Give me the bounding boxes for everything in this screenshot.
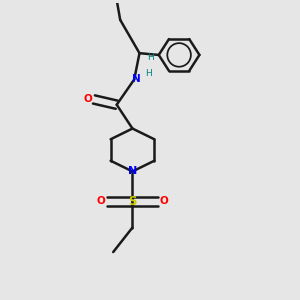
Text: H: H: [146, 69, 152, 78]
Text: O: O: [97, 196, 105, 206]
Text: N: N: [132, 74, 140, 85]
Text: O: O: [160, 196, 168, 206]
Text: S: S: [128, 195, 137, 208]
Text: H: H: [147, 53, 153, 62]
Text: O: O: [83, 94, 92, 104]
Text: N: N: [128, 167, 137, 176]
